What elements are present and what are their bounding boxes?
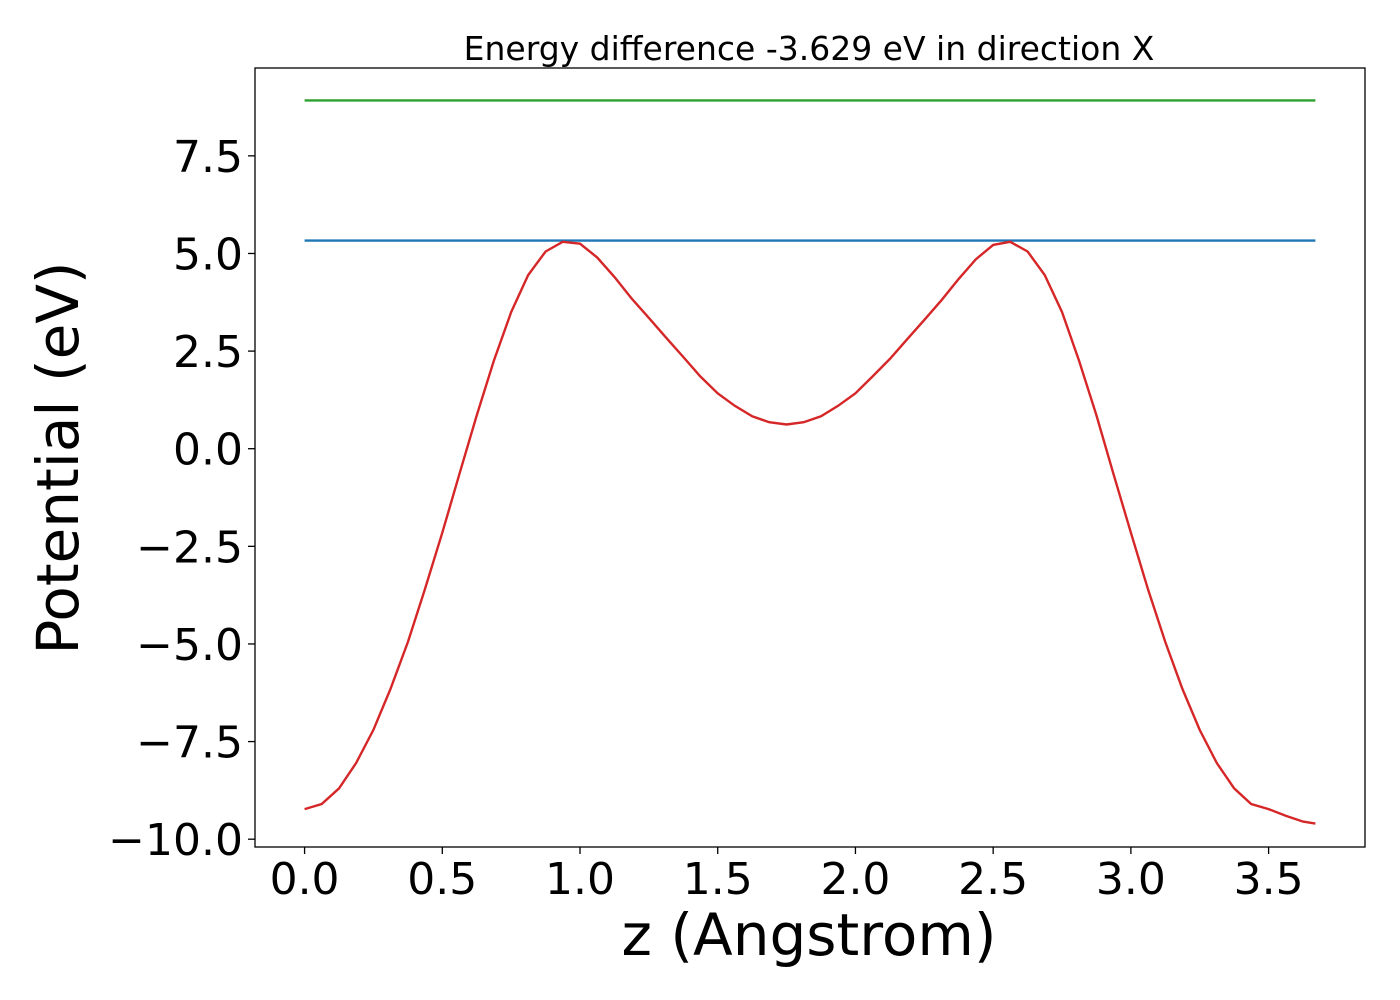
y-tick-label: 7.5 [173, 132, 243, 183]
x-tick-label: 3.5 [1234, 854, 1304, 905]
x-tick-label: 3.0 [1096, 854, 1166, 905]
y-tick-label: −2.5 [136, 522, 243, 573]
x-tick-label: 1.0 [545, 854, 615, 905]
x-tick-label: 2.5 [958, 854, 1028, 905]
x-axis-label: z (Angstrom) [622, 901, 997, 969]
x-tick-label: 0.0 [270, 854, 340, 905]
y-tick-label: 5.0 [173, 229, 243, 280]
x-axis-ticks: 0.0 0.5 1.0 1.5 2.0 2.5 3.0 3.5 [270, 847, 1304, 905]
x-tick-label: 0.5 [407, 854, 477, 905]
plot-area-frame [254, 67, 1366, 848]
x-tick-label: 2.0 [820, 854, 890, 905]
y-tick-label: −7.5 [136, 718, 243, 769]
x-tick-label: 1.5 [683, 854, 753, 905]
y-tick-label: 0.0 [173, 425, 243, 476]
series-line-2 [304, 240, 1316, 825]
y-tick-label: −5.0 [136, 620, 243, 671]
y-axis-label: Potential (eV) [24, 261, 92, 654]
series-layer [304, 99, 1316, 825]
y-tick-label: −10.0 [108, 815, 243, 866]
chart-title: Energy difference -3.629 eV in direction… [464, 29, 1155, 68]
y-axis-ticks: −10.0 −7.5 −5.0 −2.5 0.0 2.5 5.0 7.5 [108, 132, 255, 866]
y-tick-label: 2.5 [173, 327, 243, 378]
